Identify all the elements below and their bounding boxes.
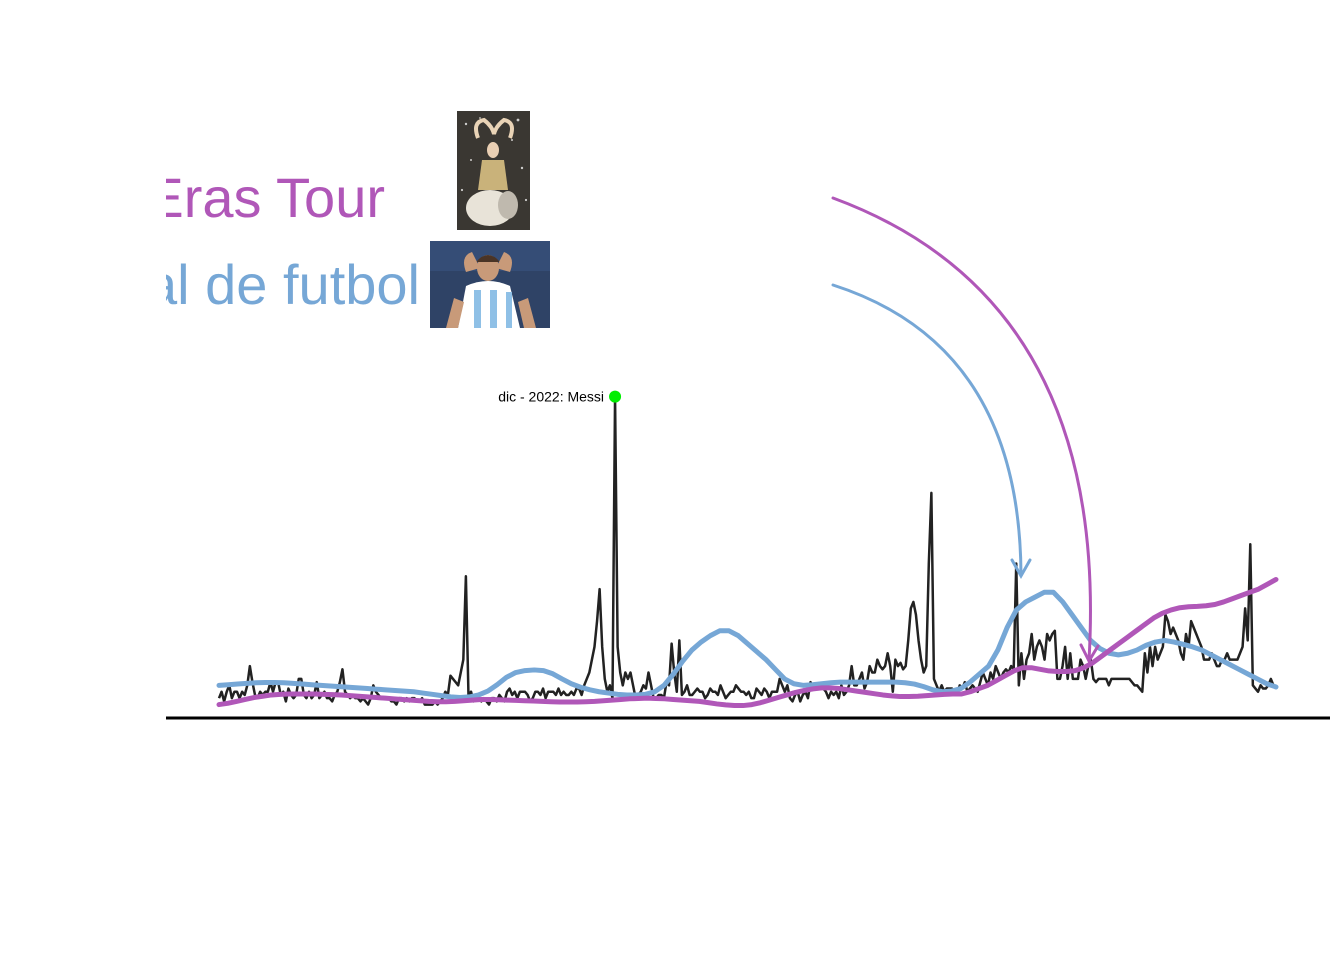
messi-series-label: Mundial de futbol (0, 253, 420, 316)
messi-photo (430, 241, 550, 328)
peak-label: dic - 2022: Messi (498, 389, 604, 405)
taylor-series-label: Eras Tour (146, 166, 385, 229)
taylor-trend-line (216, 576, 1279, 709)
messi-trend-line (216, 589, 1279, 701)
messi-arrow (831, 283, 1032, 580)
peak-marker (609, 390, 622, 403)
raw-search-interest-line (217, 395, 1277, 706)
taylor-arrow (831, 196, 1100, 665)
taylor-photo (457, 111, 530, 230)
